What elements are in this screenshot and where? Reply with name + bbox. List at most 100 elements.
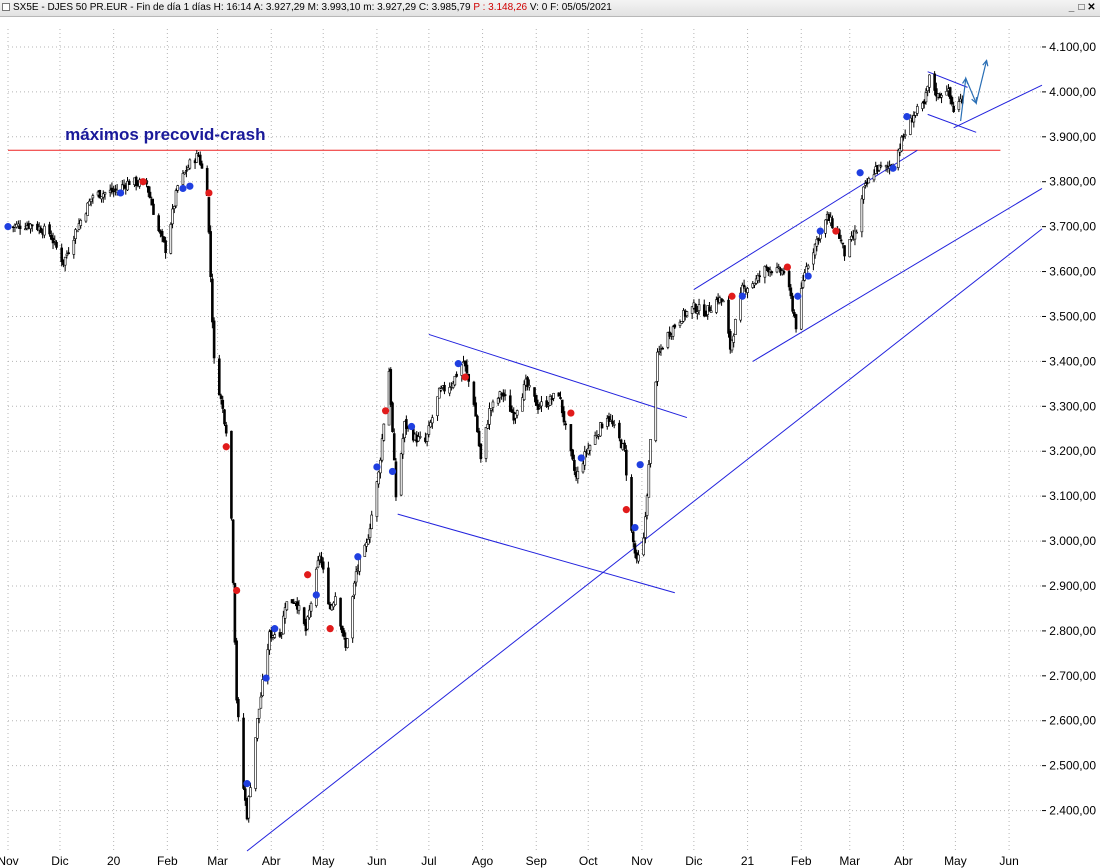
y-tick-label: 3.100,00 <box>1049 489 1096 503</box>
candle-body <box>611 420 614 425</box>
candle-body <box>926 86 929 92</box>
candle-body <box>346 638 349 648</box>
x-tick-label: Dic <box>685 854 702 868</box>
candle-body <box>581 463 585 473</box>
candle-body <box>564 423 568 426</box>
candle-body <box>799 288 803 330</box>
candle-body <box>171 208 174 225</box>
candle-body <box>552 393 555 399</box>
close-icon[interactable]: ✕ <box>1087 2 1096 13</box>
candle-body <box>612 424 616 426</box>
candle-body <box>576 471 580 479</box>
candle-body <box>607 416 611 422</box>
candle-body <box>666 332 670 348</box>
x-tick-label: May <box>312 854 335 868</box>
candle-body <box>309 603 313 612</box>
title-bar[interactable]: SX5E - DJES 50 PR.EUR - Fin de día 1 día… <box>0 0 1100 17</box>
candle-body <box>680 321 684 324</box>
candle-body <box>53 239 57 242</box>
buy-signal-dot <box>179 184 187 193</box>
y-tick-label: 3.300,00 <box>1049 399 1096 413</box>
candle-body <box>160 231 164 237</box>
candle-body <box>618 422 621 439</box>
candle-body <box>327 567 330 605</box>
candle-body <box>474 402 477 417</box>
candle-body <box>709 310 713 313</box>
price-chart[interactable]: 4.100,00 4.000,00 3.900,00 3.800,00 3.700,00… <box>0 17 1100 868</box>
buy-signal-dot <box>804 272 812 280</box>
candle-body <box>727 299 730 334</box>
candle-body <box>791 295 794 312</box>
candle-body <box>74 229 77 239</box>
candle-body <box>39 227 43 233</box>
minimize-icon[interactable]: _ <box>1068 2 1075 13</box>
candle-body <box>806 265 810 269</box>
candle-body <box>945 91 949 96</box>
buy-signal-dot <box>454 360 462 368</box>
x-tick-label: Mar <box>207 854 228 868</box>
title-text: SX5E - DJES 50 PR.EUR - Fin de día 1 día… <box>13 0 612 16</box>
candle-body <box>146 185 150 193</box>
candle-body <box>571 449 574 460</box>
buy-signal-dot <box>636 461 644 469</box>
candle-body <box>148 191 152 199</box>
candle-body <box>545 400 548 407</box>
candle-body <box>782 270 786 274</box>
y-tick-label: 3.900,00 <box>1049 130 1096 144</box>
candle-body <box>418 436 422 438</box>
candle-body <box>548 396 552 406</box>
candle-body <box>247 796 251 819</box>
candle-body <box>656 351 659 382</box>
candle-body <box>427 425 431 435</box>
candle-body <box>521 397 524 412</box>
candle-body <box>557 392 561 397</box>
y-tick-label: 2.700,00 <box>1049 669 1096 683</box>
candle-body <box>185 170 188 172</box>
candle-body <box>503 394 507 397</box>
trend-line <box>693 149 918 290</box>
x-tick-label: Nov <box>0 854 19 868</box>
candle-body <box>273 634 277 638</box>
candle-body <box>540 401 543 407</box>
buy-signal-dot <box>794 292 802 300</box>
candle-body <box>186 167 190 171</box>
candle-body <box>463 360 467 367</box>
candle-body <box>489 408 493 411</box>
candle-body <box>789 287 793 297</box>
candle-body <box>455 373 458 377</box>
title-max: M: 3.993,10 <box>307 2 361 13</box>
candle-body <box>649 439 652 464</box>
candle-body <box>853 230 857 240</box>
candle-body <box>922 100 926 104</box>
candle-body <box>599 422 602 437</box>
sell-signal-dot <box>304 571 312 579</box>
y-tick-label: 2.600,00 <box>1049 714 1096 728</box>
candle-body <box>486 423 490 429</box>
candle-body <box>436 396 439 417</box>
candle-body <box>17 223 20 227</box>
candle-body <box>625 449 628 476</box>
x-tick-label: Nov <box>631 854 652 868</box>
title-p-value: P : 3.148,26 <box>473 2 528 13</box>
candle-body <box>188 159 192 169</box>
sell-signal-dot <box>567 409 575 417</box>
candle-body <box>900 136 904 152</box>
candle-body <box>484 426 488 459</box>
projection-arrows <box>960 59 989 122</box>
candle-body <box>644 516 647 538</box>
x-tick-label: Jun <box>367 854 386 868</box>
candle-body <box>89 198 93 202</box>
arrow-head-icon <box>982 59 989 67</box>
restore-icon[interactable]: □ <box>1078 2 1085 13</box>
candle-body <box>399 453 403 496</box>
candle-body <box>928 74 931 88</box>
x-tick-label: Feb <box>791 854 812 868</box>
candle-body <box>164 240 167 254</box>
candle-body <box>127 180 131 185</box>
candle-body <box>79 220 83 226</box>
candle-body <box>152 203 155 215</box>
candle-body <box>101 193 105 198</box>
candle-body <box>465 364 469 374</box>
candle-body <box>200 163 204 169</box>
candle-body <box>254 737 257 789</box>
